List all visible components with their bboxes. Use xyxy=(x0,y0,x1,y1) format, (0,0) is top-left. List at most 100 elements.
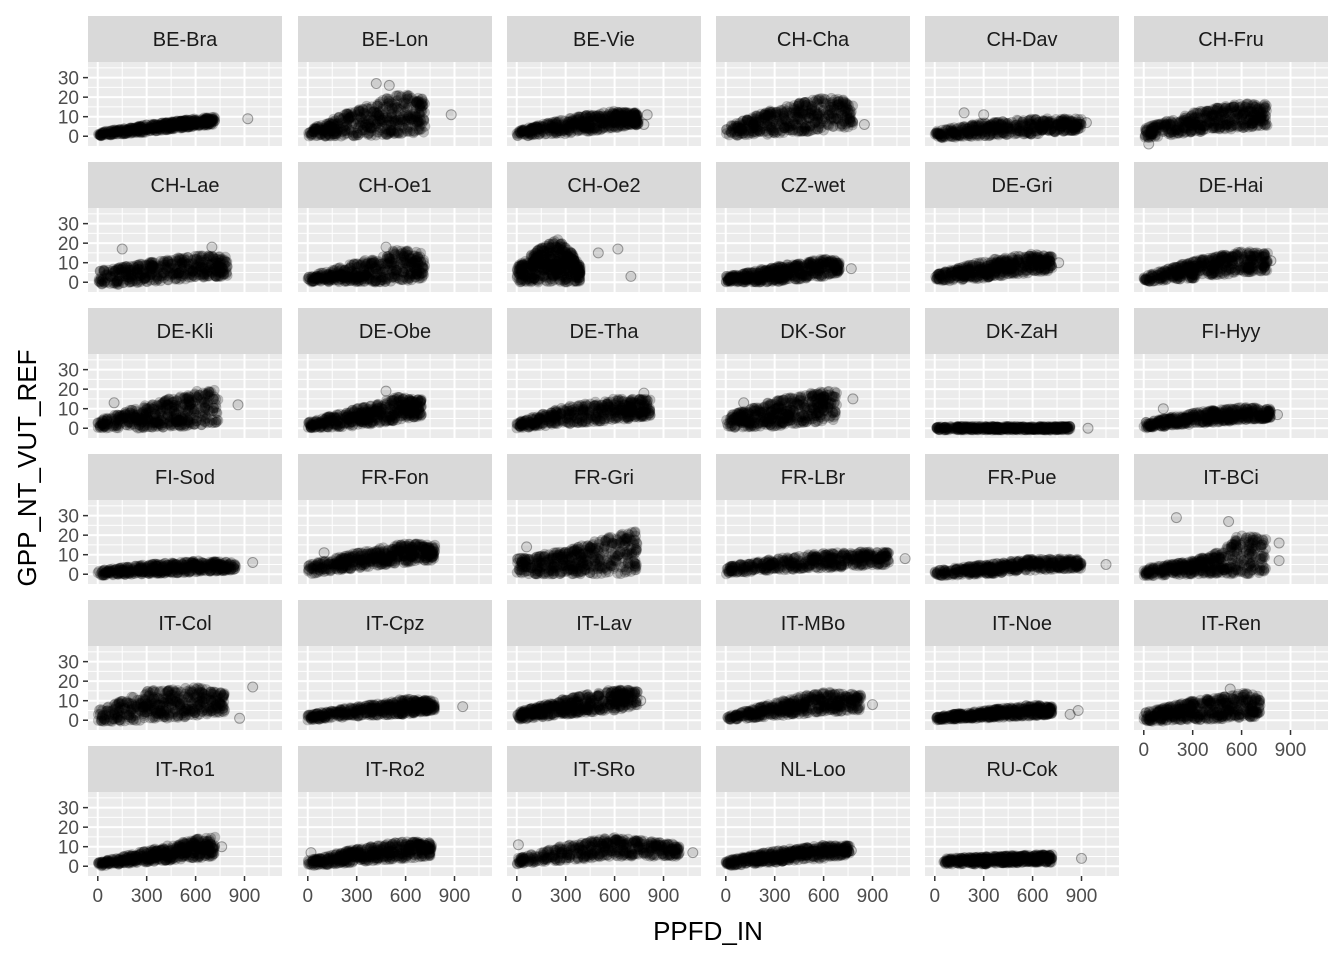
facet-panel-cz-wet: CZ-wet xyxy=(716,162,910,292)
outlier-point xyxy=(593,248,603,258)
data-point xyxy=(544,241,554,251)
data-point xyxy=(123,275,133,285)
outlier-point xyxy=(371,79,381,89)
data-point xyxy=(158,268,168,278)
facet-label: BE-Vie xyxy=(573,29,635,51)
data-point xyxy=(193,262,203,272)
data-point xyxy=(630,108,640,118)
data-point xyxy=(375,277,385,287)
data-point xyxy=(837,99,847,109)
data-point xyxy=(1213,121,1223,131)
data-point xyxy=(819,94,829,104)
outlier-point xyxy=(207,242,217,252)
data-point xyxy=(416,257,426,267)
data-point xyxy=(781,266,791,276)
data-point xyxy=(571,113,581,123)
data-point xyxy=(391,265,401,275)
y-tick-label: 0 xyxy=(68,127,79,148)
data-point xyxy=(548,272,558,282)
data-point xyxy=(397,275,407,285)
data-point xyxy=(181,115,191,125)
data-point xyxy=(741,273,751,283)
data-point xyxy=(782,101,792,111)
outlier-point xyxy=(639,120,649,130)
data-point xyxy=(514,128,524,138)
y-tick-label: 10 xyxy=(58,254,79,275)
data-point xyxy=(112,276,122,286)
facet-panel-ch-dav: CH-Dav xyxy=(925,16,1119,146)
y-tick-label: 0 xyxy=(68,273,79,294)
data-point xyxy=(574,273,584,283)
data-point xyxy=(351,277,361,287)
data-point xyxy=(369,258,379,268)
facet-label: DE-Gri xyxy=(991,175,1052,197)
data-point xyxy=(618,110,628,120)
data-point xyxy=(774,125,784,135)
data-point xyxy=(184,259,194,269)
data-point xyxy=(145,272,155,282)
data-point xyxy=(385,97,395,107)
outlier-point xyxy=(642,110,652,120)
data-point xyxy=(99,266,109,276)
data-point xyxy=(559,276,569,286)
data-point xyxy=(752,272,762,282)
facet-panel-de-gri: DE-Gri xyxy=(925,162,1119,292)
outlier-point xyxy=(1081,118,1091,128)
facet-label: CH-Oe1 xyxy=(358,175,431,197)
data-point xyxy=(797,118,807,128)
y-tick-label: 20 xyxy=(58,88,79,109)
facet-panel-ch-oe2: CH-Oe2 xyxy=(507,162,701,292)
data-point xyxy=(404,101,414,111)
data-point xyxy=(779,112,789,122)
outlier-point xyxy=(381,242,391,252)
data-point xyxy=(403,127,413,137)
data-point xyxy=(543,118,553,128)
data-point xyxy=(96,131,106,141)
data-point xyxy=(132,262,142,272)
data-point xyxy=(106,126,116,136)
y-tick-label: 30 xyxy=(58,215,79,236)
outlier-point xyxy=(846,264,856,274)
data-point xyxy=(845,115,855,125)
facet-label: CZ-wet xyxy=(781,175,846,197)
outlier-point xyxy=(959,108,969,118)
data-point xyxy=(394,121,404,131)
data-point xyxy=(307,131,317,141)
data-point xyxy=(1069,124,1079,134)
data-point xyxy=(1192,108,1202,118)
data-point xyxy=(1045,116,1055,126)
data-point xyxy=(1013,116,1023,126)
data-point xyxy=(205,119,215,129)
data-point xyxy=(325,126,335,136)
data-point xyxy=(1011,126,1021,136)
data-point xyxy=(371,111,381,121)
data-point xyxy=(415,110,425,120)
data-point xyxy=(1229,102,1239,112)
data-point xyxy=(174,268,184,278)
outlier-point xyxy=(1144,139,1154,149)
y-tick-label: 30 xyxy=(58,69,79,90)
data-point xyxy=(222,257,232,267)
data-point xyxy=(554,116,564,126)
data-point xyxy=(834,258,844,268)
data-point xyxy=(975,130,985,140)
outlier-point xyxy=(117,244,127,254)
data-point xyxy=(126,123,136,133)
facet-panel-be-lon: BE-Lon xyxy=(298,16,492,146)
data-point xyxy=(1031,115,1041,125)
outlier-point xyxy=(384,80,394,90)
facet-panel-be-vie: BE-Vie xyxy=(507,16,701,146)
data-point xyxy=(334,277,344,287)
facet-panel-ch-oe1: CH-Oe1 xyxy=(298,162,492,292)
facet-label: BE-Lon xyxy=(362,29,429,51)
data-point xyxy=(532,122,542,132)
facet-label: CH-Lae xyxy=(151,175,220,197)
data-point xyxy=(375,97,385,107)
data-point xyxy=(354,105,364,115)
data-point xyxy=(1254,103,1264,113)
